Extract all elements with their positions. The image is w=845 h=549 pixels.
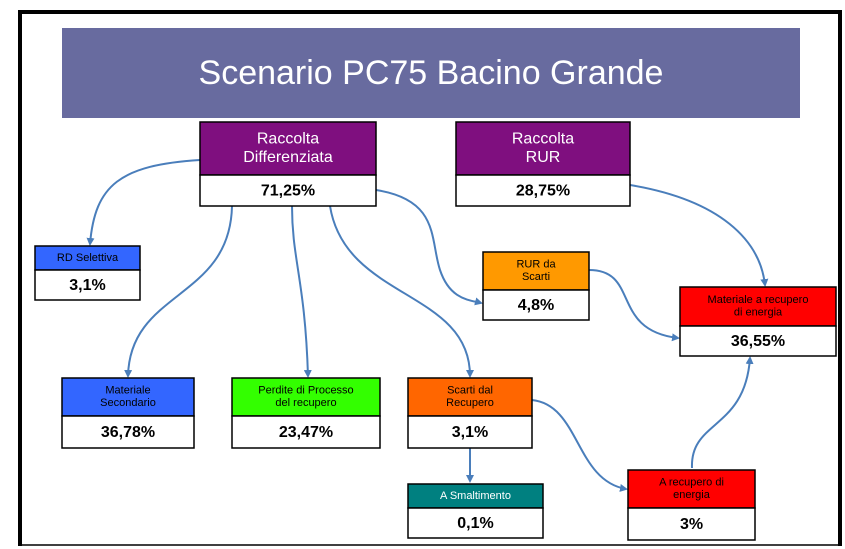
node-label-box [679,286,837,327]
node-value-box [455,174,631,207]
node-label: Scarti [522,271,550,283]
node-label: A Smaltimento [440,490,511,502]
node-label-box [34,245,141,271]
node-label-box [199,121,377,176]
arrow [690,356,754,469]
node-value-box [199,174,377,207]
node-label: RUR [526,149,561,166]
node-value: 0,1% [457,515,493,532]
node-label-box [407,377,533,417]
node-value: 3,1% [69,277,105,294]
node-value: 3,1% [452,424,488,441]
node-label: RD Selettiva [57,252,119,264]
node-value-box [407,507,544,539]
node-value-box [34,269,141,301]
node-label: di energia [734,307,783,319]
node-value-box [482,289,590,321]
node-label: energia [673,489,711,501]
arrow [329,205,474,378]
title-banner [62,28,800,118]
node-label-box [482,251,590,291]
node-label: Raccolta [512,131,574,148]
node-label: Secondario [100,397,156,409]
node-value: 23,47% [279,424,333,441]
node-value: 3% [680,516,703,533]
arrows [86,159,769,492]
node-label: Materiale a recupero [708,294,809,306]
node-label: Perdite di Processo [258,385,353,397]
node-value-box [61,415,195,449]
node-label: Scarti dal [447,385,493,397]
arrow [291,205,312,378]
arrow [86,159,201,246]
node-value-box [407,415,533,449]
node-value: 36,78% [101,424,155,441]
node-label: RUR da [516,259,556,271]
node-value-box [679,325,837,357]
node-value: 71,25% [261,183,315,200]
node-label-box [231,377,381,417]
node-value: 36,55% [731,333,785,350]
node-value: 4,8% [518,297,554,314]
arrow [375,189,483,306]
arrow [531,399,628,492]
arrow [124,205,233,378]
node-label-box [61,377,195,417]
node-label: Recupero [446,397,494,409]
arrow [588,269,680,342]
node-label: Differenziata [243,149,333,166]
node-value: 28,75% [516,183,570,200]
node-value-box [231,415,381,449]
arrow [629,184,769,287]
node-value-box [627,507,756,541]
node-label: Materiale [105,385,150,397]
node-label: del recupero [275,397,336,409]
node-label: Raccolta [257,131,319,148]
title: Scenario PC75 Bacino Grande [199,54,664,92]
node-label-box [455,121,631,176]
node-label: A recupero di [659,477,724,489]
